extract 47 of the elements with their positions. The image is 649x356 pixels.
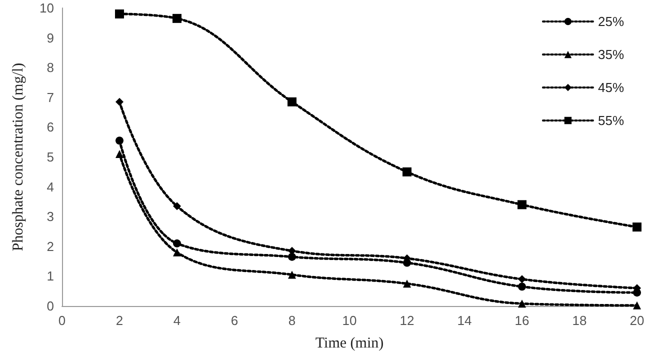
y-tick-label: 10	[40, 0, 54, 16]
point	[173, 248, 181, 256]
x-axis-title: Time (min)	[315, 336, 384, 352]
y-tick-label: 3	[46, 209, 54, 224]
x-tick-label: 10	[342, 313, 357, 328]
x-tick-label: 16	[514, 313, 530, 328]
legend-label: 55%	[598, 113, 624, 128]
x-tick-label: 0	[58, 313, 66, 328]
y-tick-label: 5	[46, 150, 54, 164]
point	[518, 282, 526, 291]
legend-label: 35%	[598, 47, 624, 62]
x-tick-label: 12	[400, 313, 414, 328]
y-tick-label: 6	[46, 120, 54, 135]
x-tick-label: 2	[116, 313, 124, 328]
legend-label: 25%	[598, 14, 624, 29]
point	[518, 275, 526, 284]
x-tick-label: 18	[572, 313, 587, 328]
y-tick-label: 1	[46, 268, 54, 284]
x-tick-label: 8	[288, 313, 296, 328]
point	[632, 222, 642, 232]
point	[115, 9, 124, 18]
point	[116, 150, 124, 158]
point	[288, 252, 296, 261]
point	[518, 200, 526, 210]
legend-label: 45%	[598, 80, 624, 95]
point	[116, 98, 124, 106]
point	[116, 136, 124, 145]
y-tick-label: 7	[46, 90, 54, 105]
y-tick-label: 4	[46, 179, 54, 194]
y-tick-label: 2	[46, 238, 54, 254]
y-tick-label: 9	[46, 30, 54, 46]
x-tick-label: 14	[457, 313, 472, 328]
point	[173, 202, 181, 210]
x-tick-label: 20	[630, 313, 644, 328]
point	[518, 300, 526, 308]
point	[633, 301, 641, 310]
point	[402, 167, 412, 176]
y-tick-label: 8	[46, 60, 54, 76]
point	[288, 97, 296, 106]
point	[173, 239, 181, 248]
x-tick-label: 4	[173, 313, 181, 328]
y-tick-label: 0	[46, 298, 54, 314]
y-axis-title: Phosphate concentration (mg/l)	[10, 62, 26, 252]
x-tick-label: 6	[230, 313, 238, 328]
point	[403, 280, 411, 288]
point	[288, 270, 296, 279]
point	[172, 14, 182, 23]
